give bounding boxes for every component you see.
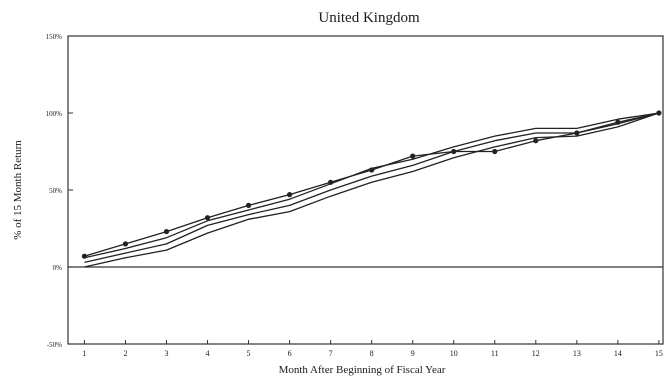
data-point [410, 153, 416, 159]
series-line-2 [84, 112, 659, 259]
y-tick-label: -50% [47, 341, 62, 349]
y-tick-label: 150% [46, 33, 63, 41]
y-tick-label: 100% [46, 110, 63, 118]
x-tick-label: 8 [370, 349, 374, 358]
x-axis-label: Month After Beginning of Fiscal Year [279, 364, 446, 376]
series-line-4 [84, 112, 660, 268]
chart-title: United Kingdom [318, 10, 420, 26]
x-tick-label: 11 [491, 349, 499, 358]
x-tick-label: 12 [532, 349, 540, 358]
series-layer [81, 110, 662, 268]
x-tick-label: 4 [206, 349, 210, 358]
y-axis-label: % of 15 Month Return [12, 140, 24, 240]
y-axis: -50% 0% 50% 100% 150% [46, 33, 663, 349]
x-tick-label: 13 [573, 349, 581, 358]
x-tick-label: 7 [329, 349, 333, 358]
data-point [245, 202, 252, 208]
data-point [122, 241, 129, 247]
x-tick-label: 9 [411, 349, 415, 358]
x-tick-label: 6 [288, 349, 292, 358]
series-line-3 [84, 112, 660, 264]
y-tick-label: 0% [53, 264, 63, 272]
x-tick-label: 3 [164, 349, 168, 358]
data-point [204, 215, 211, 221]
x-axis: 1 2 3 4 5 6 7 8 9 10 11 12 13 14 15 [82, 340, 663, 358]
x-tick-label: 2 [123, 349, 127, 358]
x-tick-label: 14 [614, 349, 622, 358]
data-point [163, 228, 170, 235]
x-tick-label: 10 [450, 349, 458, 358]
x-tick-label: 1 [82, 349, 86, 358]
data-point [286, 192, 293, 198]
x-tick-label: 5 [247, 349, 251, 358]
x-tick-label: 15 [655, 349, 663, 358]
data-point [492, 148, 498, 155]
data-point [533, 138, 539, 144]
y-tick-label: 50% [49, 187, 62, 195]
